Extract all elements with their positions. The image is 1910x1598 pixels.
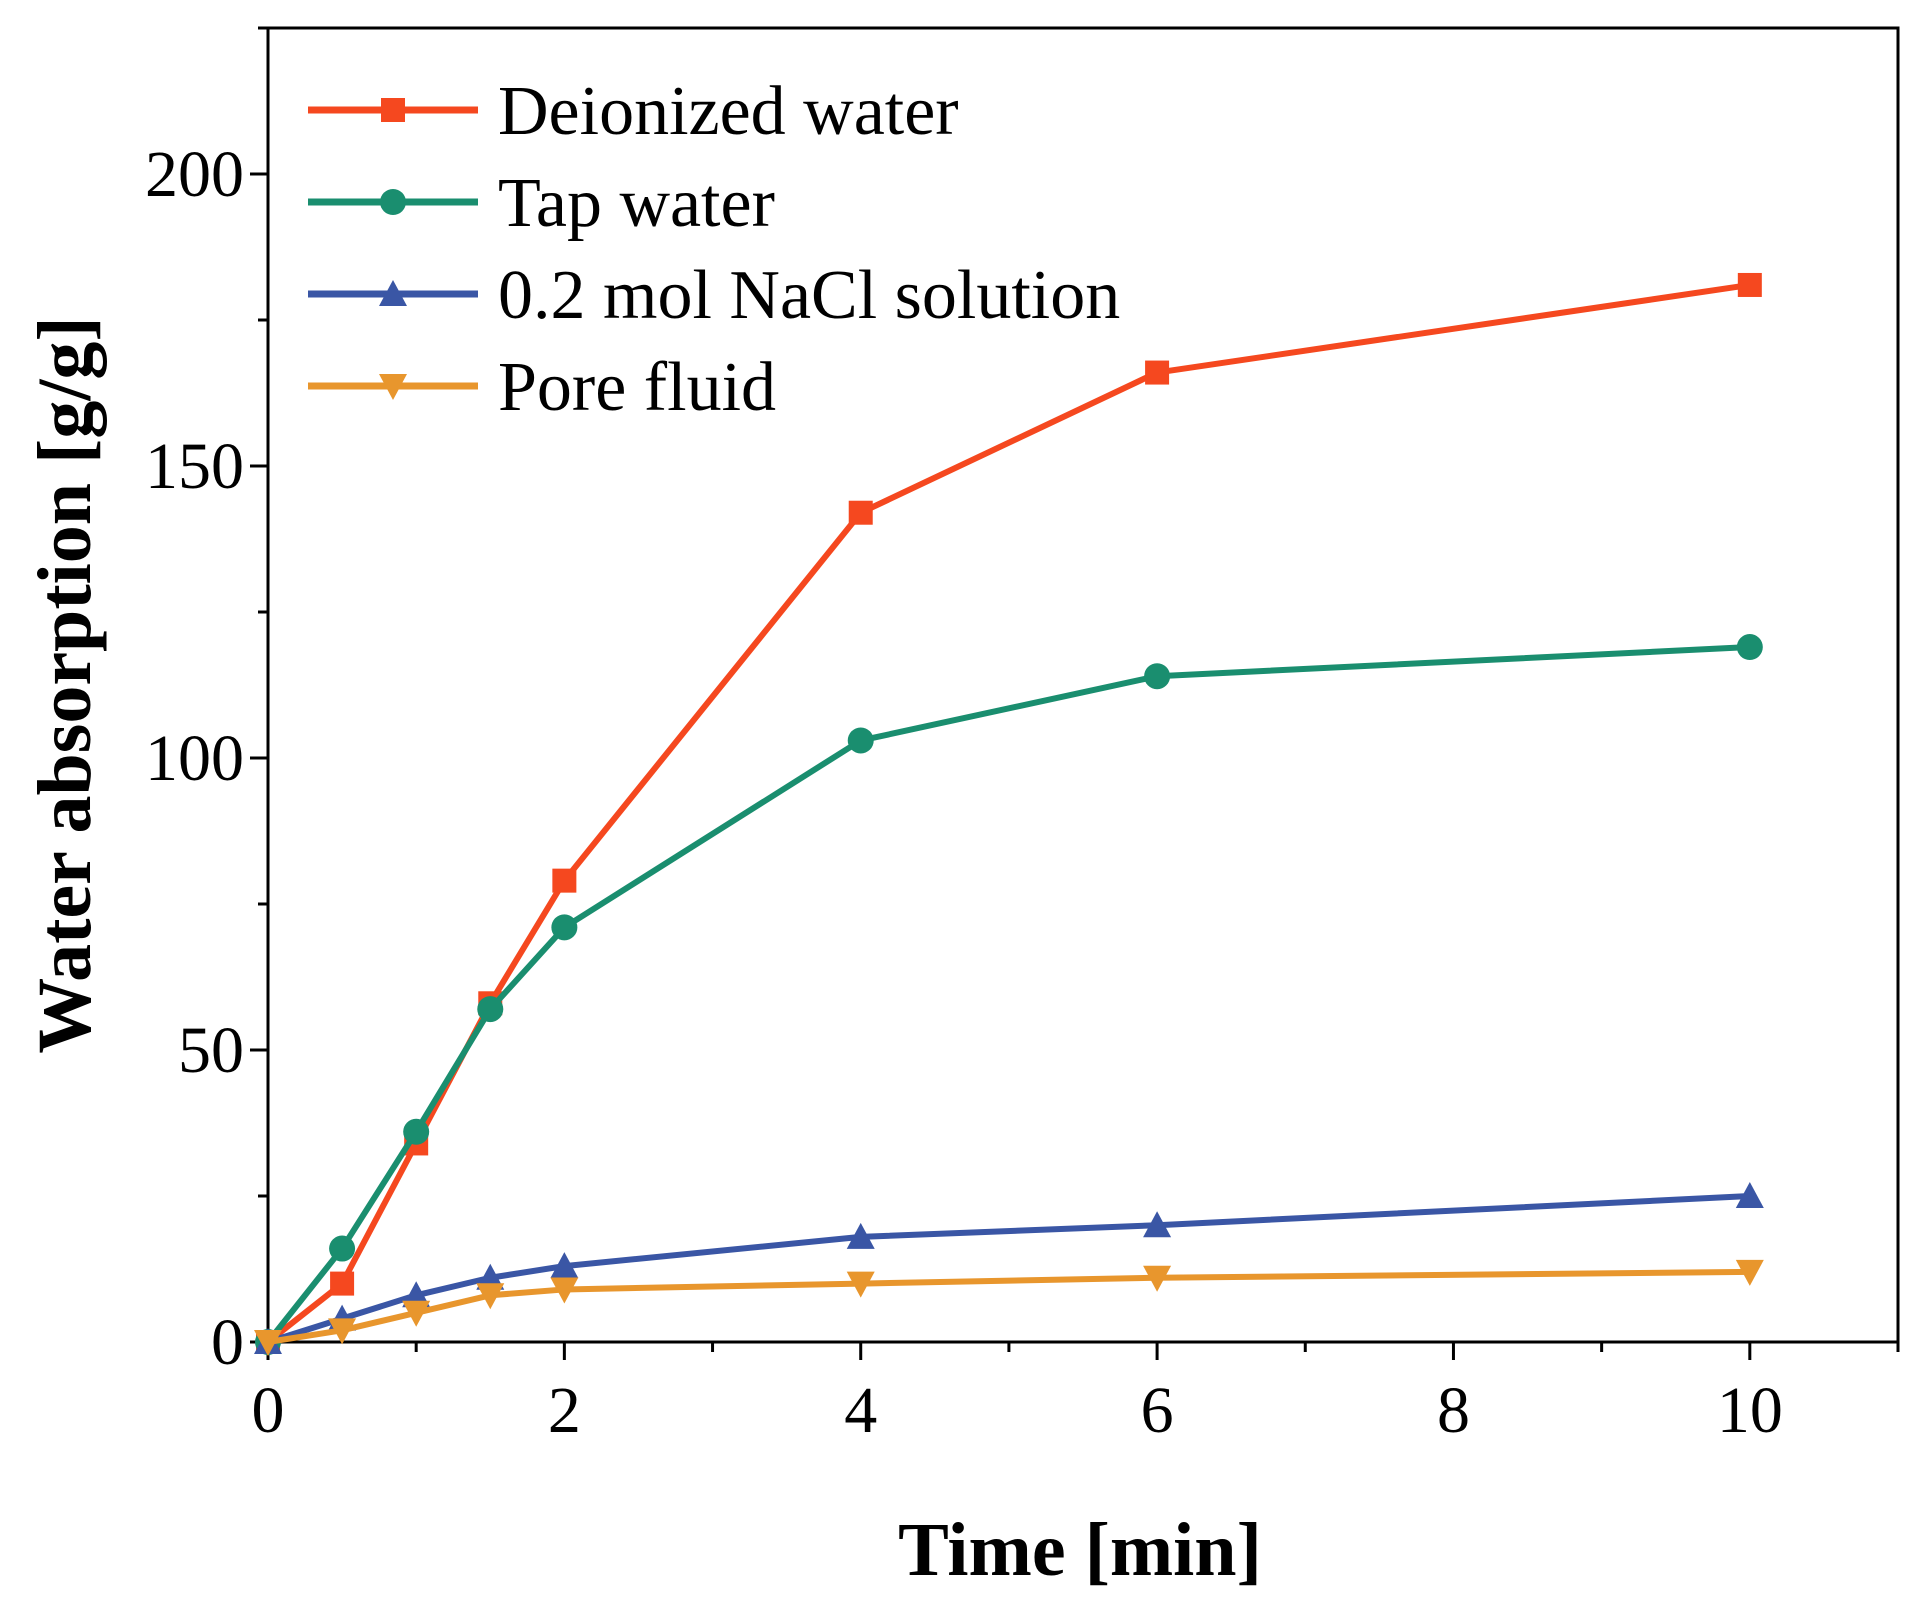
data-point (254, 1330, 282, 1356)
legend-item: 0.2 mol NaCl solution (308, 257, 1120, 334)
data-point (1145, 360, 1170, 385)
data-point (846, 1222, 875, 1249)
data-point (476, 1283, 505, 1310)
x-tick-label: 4 (844, 1374, 877, 1447)
y-tick-label: 0 (211, 1306, 244, 1379)
legend-marker (379, 374, 407, 400)
y-tick-label: 100 (145, 722, 244, 795)
data-point (1143, 1211, 1172, 1238)
data-point (1143, 1265, 1172, 1292)
data-point (1737, 272, 1762, 297)
data-point (402, 1281, 431, 1308)
y-tick-label: 150 (145, 430, 244, 503)
series-line (266, 281, 1751, 1345)
y-axis-title: Water absorption [g/g] (23, 316, 107, 1053)
x-axis: 0 2 4 6 8 10 (252, 1342, 1900, 1447)
y-tick-label: 50 (178, 1014, 244, 1087)
data-point (403, 1118, 430, 1145)
data-point (551, 914, 578, 941)
legend-marker (380, 189, 406, 215)
y-tick-label: 200 (145, 138, 244, 211)
data-point (550, 1277, 579, 1304)
x-tick-label: 0 (252, 1374, 285, 1447)
data-point (552, 868, 577, 893)
legend-item: Tap water (308, 165, 775, 242)
data-point (1735, 1259, 1764, 1286)
series-line (267, 1193, 1750, 1345)
series-deionized-water (256, 272, 1762, 1354)
x-tick-label: 10 (1717, 1374, 1783, 1447)
data-point (476, 1263, 505, 1290)
series-line (267, 1268, 1750, 1345)
series-0-2-mol-nacl-solution (254, 1182, 1764, 1354)
x-tick-label: 2 (548, 1374, 581, 1447)
legend-label: Deionized water (498, 73, 959, 150)
x-tick-label: 8 (1437, 1374, 1470, 1447)
data-point (848, 500, 873, 525)
series-layer (254, 272, 1764, 1356)
data-point (1144, 663, 1171, 690)
y-axis: 0 50 100 150 200 (145, 26, 268, 1379)
legend-item: Deionized water (308, 73, 959, 150)
data-point (1735, 1182, 1764, 1208)
plot-frame (266, 26, 1900, 1344)
data-point (847, 727, 874, 754)
data-point (1736, 634, 1763, 661)
legend-item: Pore fluid (308, 349, 776, 426)
data-point (550, 1252, 579, 1279)
legend-marker (381, 98, 405, 122)
data-point (329, 1235, 356, 1262)
data-point (402, 1300, 431, 1327)
plot-border (266, 26, 1900, 1344)
legend-label: 0.2 mol NaCl solution (498, 257, 1120, 334)
data-point (328, 1318, 357, 1345)
legend: Deionized water Tap water 0.2 mol NaCl sol… (308, 73, 1120, 426)
data-point (477, 996, 504, 1023)
series-line (265, 644, 1750, 1344)
x-tick-label: 6 (1141, 1374, 1174, 1447)
legend-marker (379, 280, 407, 306)
data-point (846, 1271, 875, 1298)
x-axis-title: Time [min] (898, 1508, 1262, 1592)
legend-label: Tap water (498, 165, 775, 242)
legend-label: Pore fluid (498, 349, 776, 426)
data-point (330, 1271, 355, 1296)
series-pore-fluid (254, 1259, 1764, 1356)
